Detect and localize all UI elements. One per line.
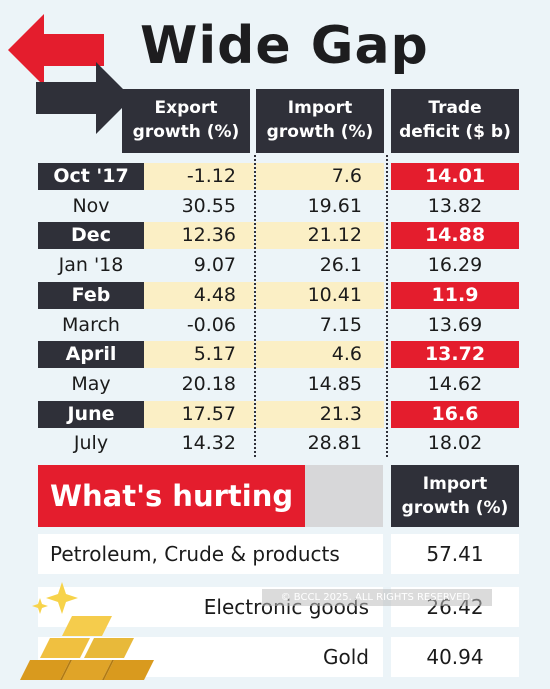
trade-deficit-cell: 14.62 [427, 373, 483, 395]
trade-deficit-cell: 14.88 [391, 222, 519, 249]
export-growth-cell: 14.32 [181, 432, 236, 454]
trade-deficit-cell: 13.82 [427, 195, 483, 217]
column-header-deficit: Trade deficit ($ b) [391, 89, 519, 153]
hurting-column-header: Import growth (%) [391, 465, 519, 527]
row-month-label: Jan '18 [58, 254, 124, 276]
import-growth-cell: 10.41 [256, 282, 384, 309]
row-month-label: May [71, 373, 111, 395]
column-header-line: Trade [428, 98, 482, 118]
column-header-line: growth (%) [401, 498, 509, 518]
import-growth-cell: 26.1 [319, 254, 362, 276]
trade-deficit-cell: 18.02 [427, 432, 483, 454]
column-header-line: deficit ($ b) [399, 122, 511, 142]
import-growth-cell: 4.6 [256, 341, 384, 368]
export-growth-cell: -0.06 [186, 314, 236, 336]
trade-deficit-cell: 11.9 [391, 282, 519, 309]
import-growth-cell: 28.81 [307, 432, 362, 454]
import-growth-cell: 21.12 [256, 222, 384, 249]
export-growth-cell: 4.48 [144, 282, 254, 309]
import-growth-cell: 19.61 [307, 195, 362, 217]
import-growth-cell: 7.6 [256, 163, 384, 190]
trade-deficit-cell: 16.29 [427, 254, 483, 276]
column-header-line: Import [422, 474, 488, 494]
trade-deficit-cell: 13.69 [427, 314, 483, 336]
export-growth-cell: -1.12 [144, 163, 254, 190]
column-divider [254, 155, 256, 457]
exchange-arrows-icon [8, 14, 132, 134]
import-growth-cell: 7.15 [319, 314, 362, 336]
trade-deficit-cell: 13.72 [391, 341, 519, 368]
export-growth-cell: 12.36 [144, 222, 254, 249]
row-month-label: Nov [72, 195, 110, 217]
gold-bars-icon [20, 582, 154, 680]
import-growth-cell: 14.85 [307, 373, 362, 395]
trade-deficit-cell: 14.01 [391, 163, 519, 190]
hurting-item-value: 40.94 [391, 637, 519, 677]
export-growth-cell: 30.55 [181, 195, 236, 217]
export-growth-cell: 20.18 [181, 373, 236, 395]
row-month-label: March [62, 314, 120, 336]
row-month-label: July [73, 432, 109, 454]
export-growth-cell: 9.07 [193, 254, 236, 276]
column-header-line: Import [287, 98, 353, 118]
sparkle-icon [32, 582, 78, 614]
column-header-line: growth (%) [132, 122, 240, 142]
column-header-line: Export [154, 98, 218, 118]
hurting-item-value: 57.41 [391, 534, 519, 574]
export-growth-cell: 5.17 [144, 341, 254, 368]
heading-filler [305, 465, 383, 527]
row-month-label: Oct '17 [38, 163, 144, 190]
row-month-label: June [38, 401, 144, 428]
import-growth-cell: 21.3 [256, 401, 384, 428]
column-header-export: Export growth (%) [122, 89, 250, 153]
row-month-label: Dec [38, 222, 144, 249]
hurting-heading: What's hurting [38, 465, 305, 527]
column-divider [386, 155, 388, 457]
trade-deficit-cell: 16.6 [391, 401, 519, 428]
watermark: © BCCL 2025. ALL RIGHTS RESERVED. [262, 589, 492, 606]
column-header-line: growth (%) [266, 122, 374, 142]
row-month-label: Feb [38, 282, 144, 309]
row-month-label: April [38, 341, 144, 368]
hurting-item-name: Petroleum, Crude & products [38, 534, 383, 574]
column-header-import: Import growth (%) [256, 89, 384, 153]
page-title: Wide Gap [140, 16, 429, 76]
export-growth-cell: 17.57 [144, 401, 254, 428]
